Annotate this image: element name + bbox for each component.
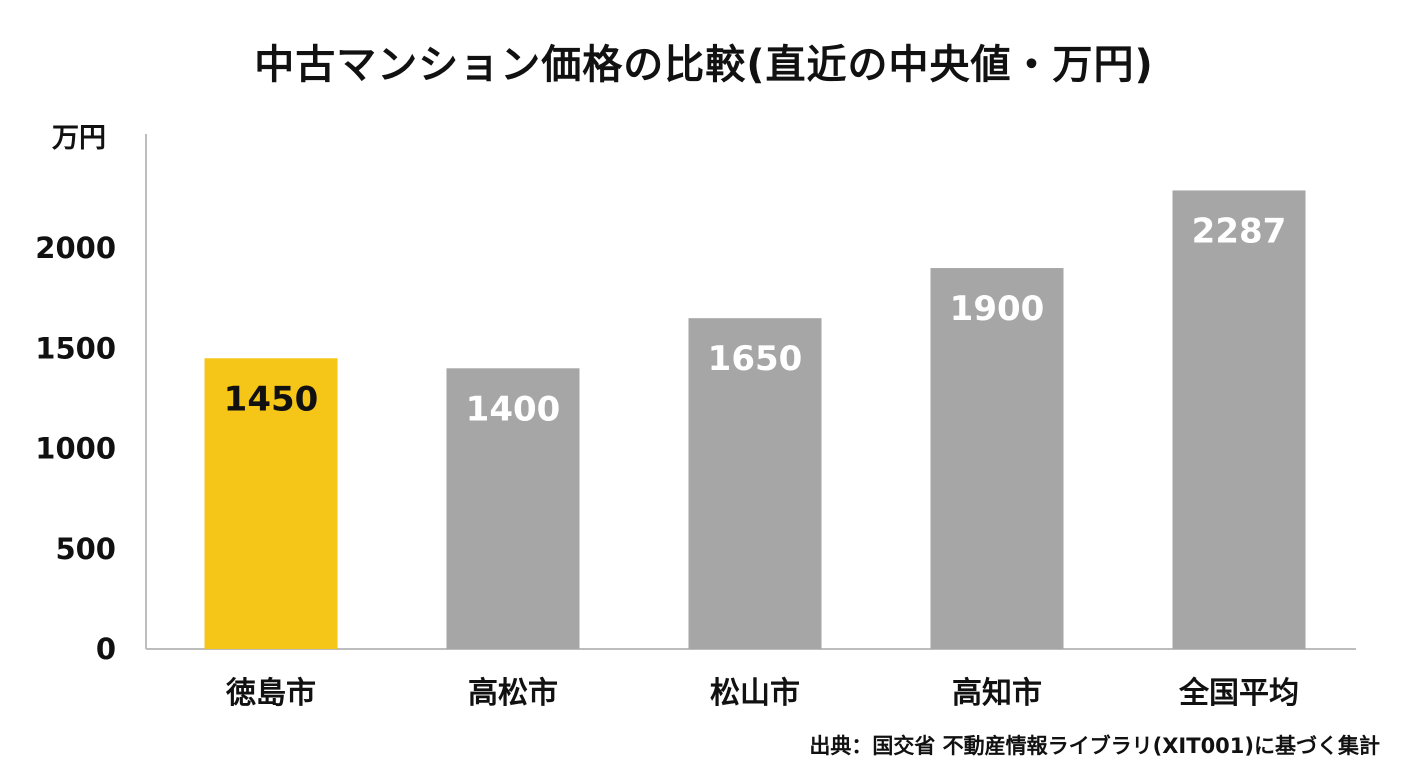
x-category-label: 徳島市 xyxy=(225,676,316,711)
bar-value-label: 2287 xyxy=(1192,211,1287,251)
bar xyxy=(1172,190,1306,650)
bar xyxy=(688,318,822,649)
bar xyxy=(930,268,1064,649)
bar-value-label: 1400 xyxy=(466,389,561,429)
category-labels: 徳島市 高松市 松山市 高知市 全国平均 xyxy=(225,676,1299,711)
x-category-label: 高松市 xyxy=(468,676,558,711)
y-tick-label: 1500 xyxy=(35,331,116,365)
bar xyxy=(446,368,580,649)
source-note: 出典：国交省 不動産情報ライブラリ(XIT001)に基づく集計 xyxy=(809,734,1380,758)
y-ticks: 0 500 1000 1500 2000 xyxy=(35,231,116,666)
bars xyxy=(204,190,1306,650)
value-labels: 1450 1400 1650 1900 2287 xyxy=(224,211,1287,429)
x-category-label: 高知市 xyxy=(952,676,1042,711)
y-tick-label: 0 xyxy=(96,632,116,666)
bar-value-label: 1450 xyxy=(224,379,319,419)
bar xyxy=(204,358,338,649)
bar-value-label: 1650 xyxy=(708,339,803,379)
chart-title: 中古マンション価格の比較(直近の中央値・万円) xyxy=(254,42,1154,88)
x-category-label: 松山市 xyxy=(710,676,800,711)
x-category-label: 全国平均 xyxy=(1178,676,1299,711)
y-tick-label: 500 xyxy=(55,532,116,566)
y-axis-unit-label: 万円 xyxy=(52,123,106,154)
bar-value-label: 1900 xyxy=(950,289,1045,329)
y-tick-label: 1000 xyxy=(35,432,116,466)
y-tick-label: 2000 xyxy=(35,231,116,265)
